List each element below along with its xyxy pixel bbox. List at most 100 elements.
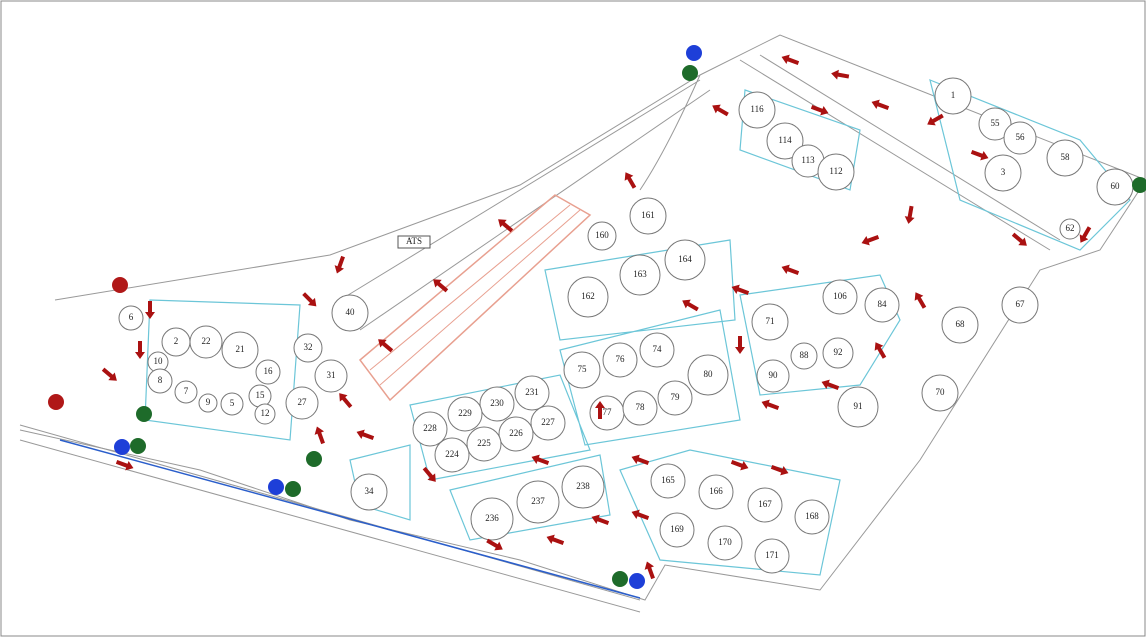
tank-label: 58 xyxy=(1061,152,1071,162)
tank xyxy=(822,337,854,369)
tank xyxy=(434,437,470,473)
tank xyxy=(650,463,686,499)
tank-label: 9 xyxy=(206,397,211,407)
flow-arrow xyxy=(970,150,989,161)
tank-label: 70 xyxy=(936,387,946,397)
tank xyxy=(285,386,319,420)
flow-arrow xyxy=(874,342,887,359)
tank xyxy=(698,474,734,510)
tank xyxy=(657,380,693,416)
tank-label: 32 xyxy=(304,342,313,352)
tank-label: 75 xyxy=(578,364,588,374)
tank xyxy=(822,279,858,315)
flow-arrow xyxy=(735,336,745,354)
tank-label: 88 xyxy=(800,350,810,360)
tank-label: 12 xyxy=(261,408,270,418)
tank xyxy=(629,197,667,235)
tank xyxy=(118,305,144,331)
flow-arrow xyxy=(810,105,829,116)
tank-label: 40 xyxy=(346,307,356,317)
tank-label: 225 xyxy=(477,438,491,448)
tank-label: 113 xyxy=(801,155,815,165)
tank xyxy=(639,332,675,368)
tank-label: 114 xyxy=(778,135,792,145)
flow-arrow xyxy=(871,99,890,110)
tank-label: 55 xyxy=(991,118,1001,128)
tank-label: 168 xyxy=(805,511,819,521)
tank xyxy=(516,480,560,524)
flow-arrow xyxy=(730,460,749,471)
tank-label: 77 xyxy=(603,407,613,417)
tank-label: 62 xyxy=(1066,223,1075,233)
tank-label: 112 xyxy=(829,166,842,176)
tank-label: 84 xyxy=(878,299,888,309)
flow-arrow xyxy=(781,264,800,275)
flow-arrow xyxy=(302,292,317,307)
tank xyxy=(293,333,323,363)
tank xyxy=(1003,121,1037,155)
tank-label: 165 xyxy=(661,475,675,485)
tank xyxy=(837,386,879,428)
tank xyxy=(255,359,281,385)
tank xyxy=(707,525,743,561)
flow-arrow xyxy=(334,255,345,274)
tank xyxy=(790,342,818,370)
tank-label: 169 xyxy=(670,524,684,534)
flow-arrow xyxy=(781,54,800,65)
tank xyxy=(687,354,729,396)
flow-arrow xyxy=(731,284,750,295)
flow-arrow xyxy=(546,534,565,545)
flow-arrow xyxy=(378,339,394,353)
tank xyxy=(174,380,198,404)
tank xyxy=(189,325,223,359)
tank-label: 230 xyxy=(490,398,504,408)
flow-arrow xyxy=(422,466,436,482)
tank-label: 224 xyxy=(445,449,459,459)
tank-label: 67 xyxy=(1016,299,1026,309)
tank xyxy=(220,392,244,416)
building: ATS xyxy=(397,235,431,249)
flow-arrow xyxy=(591,514,610,525)
tank-label: 78 xyxy=(636,402,646,412)
flow-arrow xyxy=(486,538,503,551)
tank-label: 3 xyxy=(1001,167,1006,177)
flow-arrow xyxy=(821,379,840,390)
tank-label: 5 xyxy=(230,398,235,408)
flow-arrow xyxy=(339,393,353,409)
flow-arrow xyxy=(861,235,880,246)
tank-label: 79 xyxy=(671,392,681,402)
tank xyxy=(602,342,638,378)
tank-label: 15 xyxy=(256,390,266,400)
tank-label: 164 xyxy=(678,254,692,264)
tank-label: 227 xyxy=(541,417,555,427)
flow-arrow xyxy=(770,465,789,476)
flow-arrow xyxy=(682,299,699,312)
flow-arrow xyxy=(115,460,134,471)
flow-arrow xyxy=(927,113,944,126)
tank xyxy=(514,375,550,411)
tank-label: 10 xyxy=(154,356,164,366)
tank-label: 74 xyxy=(653,344,663,354)
tank-label: 71 xyxy=(766,316,775,326)
tank-label: 31 xyxy=(327,370,336,380)
flow-arrow xyxy=(498,219,514,233)
tank xyxy=(794,499,830,535)
arrows xyxy=(101,54,1092,580)
building-label: ATS xyxy=(406,236,422,246)
tank xyxy=(498,416,534,452)
tank-label: 167 xyxy=(758,499,772,509)
tank xyxy=(561,465,605,509)
tank-label: 6 xyxy=(129,312,134,322)
tank-label: 161 xyxy=(641,210,655,220)
tank-label: 27 xyxy=(298,397,308,407)
tank xyxy=(254,403,276,425)
tank-label: 170 xyxy=(718,537,732,547)
tank-label: 236 xyxy=(485,513,499,523)
tank xyxy=(664,239,706,281)
tank xyxy=(978,107,1012,141)
tank-label: 34 xyxy=(365,486,375,496)
markers xyxy=(48,45,1146,589)
tank-label: 229 xyxy=(458,408,472,418)
